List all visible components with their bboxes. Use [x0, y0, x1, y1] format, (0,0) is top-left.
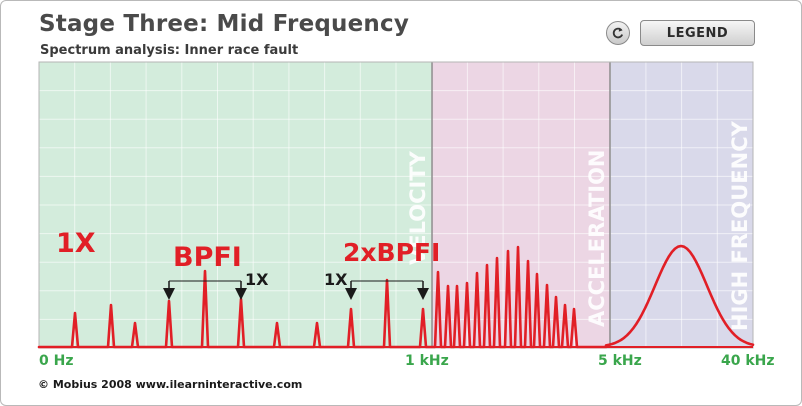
- x-axis-label-5khz: 5 kHz: [598, 353, 642, 369]
- legend-button[interactable]: LEGEND: [640, 20, 755, 46]
- page-subtitle: Spectrum analysis: Inner race fault: [40, 43, 299, 58]
- refresh-icon: [612, 27, 624, 39]
- bpfi-spacing-marker: [163, 280, 247, 300]
- page-title: Stage Three: Mid Frequency: [39, 11, 410, 37]
- 2x-bpfi-spacing-label: 1X: [324, 270, 348, 289]
- acceleration-label: ACCELERATION: [585, 149, 609, 327]
- reset-button[interactable]: [606, 21, 630, 45]
- copyright-notice: © Mobius 2008 www.ilearninteractive.com: [38, 378, 303, 391]
- bpfi-spacing-label: 1X: [245, 270, 269, 289]
- x-axis-label-1khz: 1 kHz: [405, 353, 449, 369]
- grid-lines: [39, 62, 753, 348]
- 1x-label: 1X: [56, 228, 96, 259]
- bpfi-label: BPFI: [173, 242, 242, 273]
- velocity-label: VELOCITY: [406, 150, 430, 265]
- 2x-bpfi-spacing-marker: [345, 280, 429, 300]
- x-axis-label-0hz: 0 Hz: [39, 353, 74, 369]
- 2x-bpfi-label: 2xBPFI: [343, 238, 440, 267]
- x-axis-label-40khz: 40 kHz: [721, 353, 775, 369]
- high-frequency-label: HIGH FREQUENCY: [728, 120, 752, 331]
